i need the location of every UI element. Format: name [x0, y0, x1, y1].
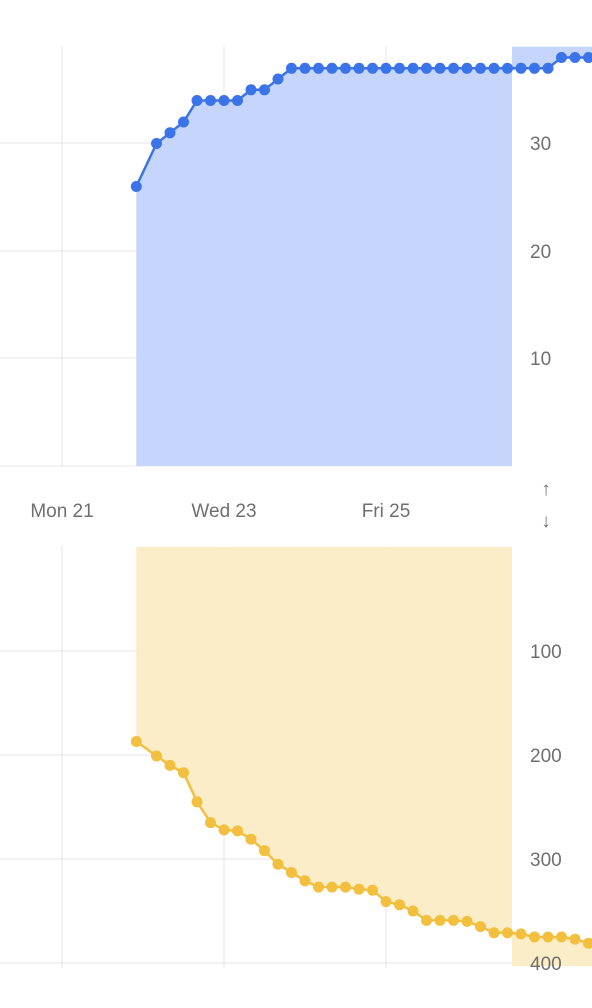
top-point-10[interactable] [272, 73, 284, 85]
arrow-up-icon[interactable]: ↑ [541, 479, 551, 500]
top-point-16[interactable] [353, 62, 365, 74]
bottom-point-0[interactable] [130, 736, 142, 747]
top-point-31[interactable] [556, 52, 567, 63]
top-point-33[interactable] [583, 52, 592, 63]
bottom-point-29[interactable] [529, 931, 540, 943]
top-y-tick-10: 10 [530, 349, 551, 370]
top-point-19[interactable] [394, 62, 405, 74]
bottom-point-30[interactable] [542, 931, 554, 943]
top-chart-points [130, 52, 592, 192]
top-point-14[interactable] [326, 62, 338, 74]
x-tick-wed-23: Wed 23 [191, 501, 256, 522]
top-y-tick-20: 20 [530, 242, 551, 263]
bottom-point-2[interactable] [164, 759, 176, 771]
bottom-point-25[interactable] [475, 921, 486, 933]
x-tick-fri-25: Fri 25 [362, 501, 411, 522]
top-point-28[interactable] [515, 62, 527, 74]
bottom-point-5[interactable] [205, 817, 216, 829]
bottom-y-tick-200: 200 [530, 746, 562, 767]
bottom-point-32[interactable] [569, 933, 581, 945]
top-point-26[interactable] [488, 62, 500, 74]
top-area-fill [136, 46, 592, 466]
top-point-22[interactable] [434, 62, 446, 74]
bottom-point-3[interactable] [178, 767, 189, 779]
top-point-12[interactable] [299, 62, 311, 74]
top-point-23[interactable] [448, 62, 459, 74]
top-point-0[interactable] [130, 181, 142, 192]
bottom-chart-area-layer [136, 547, 592, 967]
bottom-point-10[interactable] [272, 858, 284, 870]
top-point-13[interactable] [313, 62, 324, 74]
bottom-area-fill [136, 547, 592, 967]
top-point-18[interactable] [380, 62, 392, 74]
top-point-32[interactable] [569, 52, 581, 63]
top-point-8[interactable] [245, 84, 257, 96]
top-point-3[interactable] [178, 116, 189, 128]
bottom-y-tick-300: 300 [530, 850, 562, 871]
bottom-point-16[interactable] [353, 883, 365, 895]
top-point-24[interactable] [461, 62, 473, 74]
top-point-6[interactable] [218, 95, 230, 106]
top-point-30[interactable] [542, 62, 554, 74]
bottom-point-8[interactable] [245, 833, 257, 845]
bottom-point-15[interactable] [340, 881, 351, 893]
bottom-point-4[interactable] [191, 796, 203, 808]
bottom-y-tick-100: 100 [530, 642, 562, 663]
top-point-11[interactable] [286, 62, 297, 74]
bottom-point-27[interactable] [502, 927, 513, 939]
bottom-y-tick-400: 400 [530, 954, 562, 975]
top-point-7[interactable] [232, 95, 243, 106]
top-point-17[interactable] [367, 62, 378, 74]
bottom-point-17[interactable] [367, 884, 378, 896]
top-point-2[interactable] [164, 127, 176, 139]
bottom-point-1[interactable] [151, 750, 162, 762]
bottom-point-6[interactable] [218, 824, 230, 836]
bottom-point-33[interactable] [583, 937, 592, 949]
top-point-5[interactable] [205, 95, 216, 106]
top-point-25[interactable] [475, 62, 486, 74]
bottom-point-20[interactable] [407, 905, 419, 917]
bottom-point-22[interactable] [434, 914, 446, 926]
top-point-15[interactable] [340, 62, 351, 74]
bottom-point-7[interactable] [232, 825, 243, 837]
bottom-point-21[interactable] [421, 914, 432, 926]
bottom-point-31[interactable] [556, 931, 567, 943]
bottom-point-24[interactable] [461, 915, 473, 927]
arrow-down-icon[interactable]: ↓ [541, 511, 551, 532]
top-chart-area-layer [136, 46, 592, 466]
bottom-point-23[interactable] [448, 914, 459, 926]
bottom-point-14[interactable] [326, 881, 338, 893]
bottom-point-11[interactable] [286, 867, 297, 878]
top-point-21[interactable] [421, 62, 432, 74]
bottom-point-28[interactable] [515, 928, 527, 940]
top-point-29[interactable] [529, 62, 540, 74]
top-point-1[interactable] [151, 138, 162, 149]
top-y-tick-30: 30 [530, 134, 551, 155]
bottom-point-19[interactable] [394, 899, 405, 911]
bottom-point-26[interactable] [488, 927, 500, 939]
top-point-4[interactable] [191, 95, 203, 106]
bottom-point-9[interactable] [259, 845, 270, 857]
bottom-point-18[interactable] [380, 896, 392, 908]
x-tick-mon-21: Mon 21 [30, 501, 93, 522]
bottom-point-12[interactable] [299, 875, 311, 887]
top-point-20[interactable] [407, 62, 419, 74]
bottom-chart-points [130, 736, 592, 949]
bottom-point-13[interactable] [313, 881, 324, 893]
top-point-9[interactable] [259, 84, 270, 96]
top-point-27[interactable] [502, 62, 513, 74]
